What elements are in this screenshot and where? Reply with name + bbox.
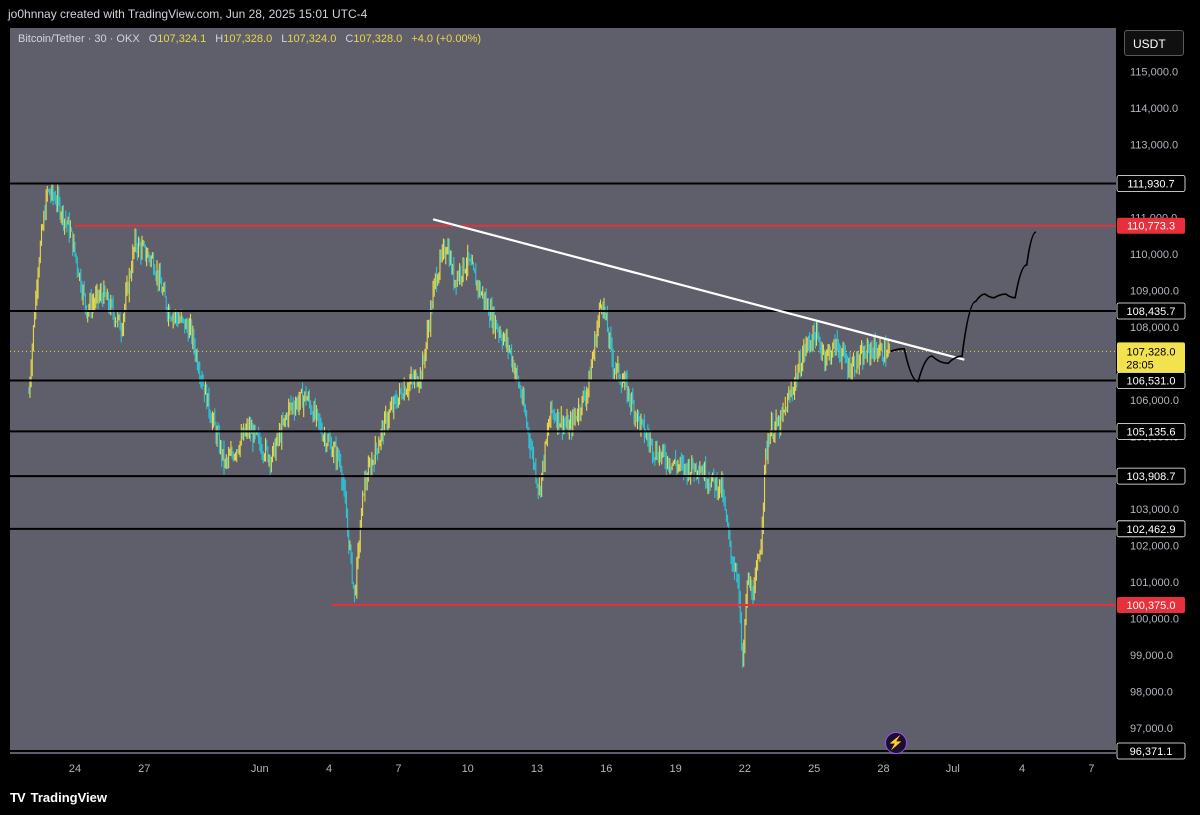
y-tick-label: 102,000.0	[1130, 541, 1179, 553]
ohlc-legend: Bitcoin/Tether · 30 · OKX O107,324.1 H10…	[18, 33, 481, 45]
high-label: H	[215, 33, 224, 45]
y-tick-label: 110,000.0	[1130, 249, 1178, 261]
y-tick-label: 115,000.0	[1130, 67, 1178, 79]
close-value: 107,328.0	[353, 33, 403, 45]
price-scale	[1117, 28, 1200, 785]
countdown-label: 28:05	[1126, 359, 1154, 371]
x-tick-label: 28	[877, 763, 889, 775]
open-label: O	[148, 33, 158, 45]
price-level-tag	[1116, 520, 1186, 538]
brand[interactable]: TV TradingView	[10, 790, 107, 805]
symbol-label[interactable]: Bitcoin/Tether · 30 · OKX	[18, 33, 140, 45]
x-tick-label: 27	[138, 763, 150, 775]
price-level-label: 110,773.3	[1127, 221, 1175, 233]
currency-button[interactable]: USDT	[1124, 30, 1184, 56]
price-level-label: 111,930.7	[1127, 179, 1174, 191]
close-label: C	[345, 33, 354, 45]
brand-name: TradingView	[30, 790, 107, 805]
time-scale	[10, 755, 1116, 783]
y-tick-label: 109,000.0	[1130, 285, 1179, 297]
price-level-label: 108,435.7	[1127, 306, 1176, 318]
price-level-tag	[1116, 742, 1186, 760]
x-tick-label: 25	[808, 763, 820, 775]
trendline	[432, 218, 965, 361]
x-tick-label: 7	[1088, 763, 1094, 775]
x-tick-label: 4	[1019, 763, 1025, 775]
y-tick-label: 114,000.0	[1130, 103, 1178, 115]
x-tick-label: Jul	[946, 763, 960, 775]
y-tick-label: 101,000.0	[1130, 577, 1179, 589]
y-tick-label: 97,000.0	[1130, 723, 1173, 735]
price-level-label: 106,531.0	[1127, 375, 1176, 387]
current-price-tag	[1117, 342, 1185, 373]
plot-area	[10, 28, 1116, 755]
low-value: 107,324.0	[287, 33, 337, 45]
x-tick-label: 22	[739, 763, 751, 775]
y-tick-label: 100,000.0	[1130, 614, 1179, 626]
price-level-tag	[1116, 175, 1186, 192]
x-tick-label: 24	[69, 763, 81, 775]
price-level-label: 102,462.9	[1127, 524, 1176, 536]
y-tick-label: 106,000.0	[1130, 395, 1179, 407]
high-value: 107,328.0	[223, 33, 273, 45]
low-label: L	[281, 33, 288, 45]
lightning-icon[interactable]: ⚡	[885, 732, 907, 754]
x-tick-label: 16	[600, 763, 612, 775]
y-tick-label: 98,000.0	[1130, 687, 1173, 699]
price-level-label: 103,908.7	[1127, 471, 1176, 483]
x-tick-label: Jun	[251, 763, 269, 775]
projection-path	[890, 231, 1037, 383]
price-level-tag	[1116, 467, 1186, 485]
x-tick-label: 13	[531, 763, 543, 775]
change-value: +4.0 (+0.00%)	[411, 33, 482, 45]
x-tick-label: 7	[395, 763, 401, 775]
x-tick-label: 19	[669, 763, 681, 775]
price-level-tag	[1116, 302, 1186, 320]
y-tick-label: 103,000.0	[1130, 504, 1179, 516]
price-level-label: 105,135.6	[1127, 426, 1176, 438]
price-level-label: 96,371.1	[1130, 746, 1173, 758]
x-tick-label: 10	[462, 763, 474, 775]
current-price-label: 107,328.0	[1127, 346, 1176, 358]
attribution-text: jo0hnnay created with TradingView.com, J…	[8, 7, 368, 21]
open-value: 107,324.1	[157, 33, 207, 45]
y-tick-label: 113,000.0	[1130, 140, 1178, 152]
price-level-tag	[1116, 372, 1186, 389]
tradingview-logo: TV	[10, 790, 26, 805]
price-level-tag	[1116, 422, 1186, 440]
price-level-tag	[1117, 596, 1185, 613]
price-level-label: 100,375.0	[1127, 600, 1176, 612]
price-level-tag	[1117, 217, 1185, 234]
y-tick-label: 108,000.0	[1130, 322, 1179, 334]
top-bar: jo0hnnay created with TradingView.com, J…	[0, 0, 1200, 28]
y-tick-label: 99,000.0	[1130, 650, 1173, 662]
x-tick-label: 4	[326, 763, 332, 775]
